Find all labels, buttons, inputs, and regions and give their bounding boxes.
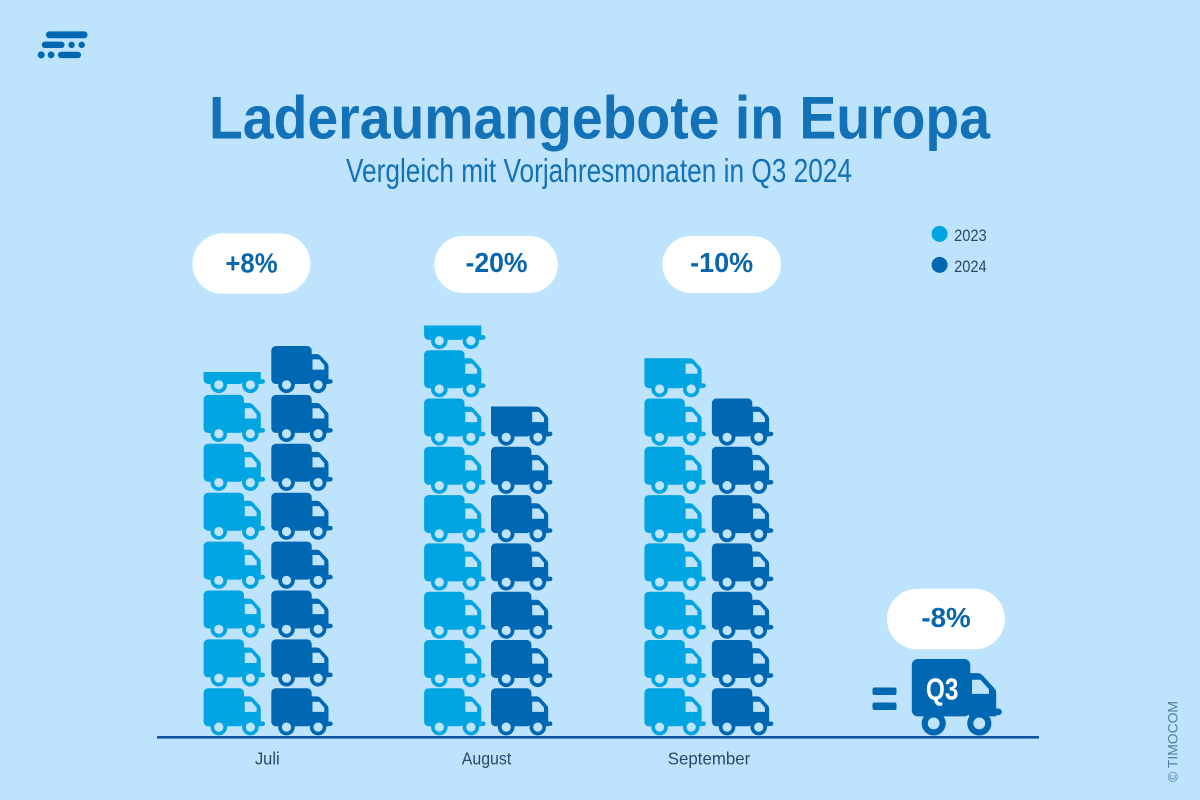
- svg-text:-20%: -20%: [466, 247, 528, 278]
- svg-text:Q3: Q3: [926, 671, 959, 706]
- svg-text:+8%: +8%: [225, 247, 277, 278]
- svg-text:© TIMOCOM: © TIMOCOM: [1166, 701, 1181, 782]
- svg-text:-8%: -8%: [921, 602, 970, 633]
- svg-text:-10%: -10%: [690, 247, 753, 278]
- svg-text:2024: 2024: [954, 258, 987, 276]
- svg-text:2023: 2023: [954, 227, 987, 245]
- svg-text:September: September: [668, 749, 751, 769]
- svg-text:August: August: [462, 749, 512, 769]
- svg-text:Laderaumangebote in Europa: Laderaumangebote in Europa: [209, 85, 991, 152]
- svg-text:Juli: Juli: [255, 749, 280, 769]
- svg-text:Vergleich mit Vorjahresmonaten: Vergleich mit Vorjahresmonaten in Q3 202…: [346, 152, 852, 189]
